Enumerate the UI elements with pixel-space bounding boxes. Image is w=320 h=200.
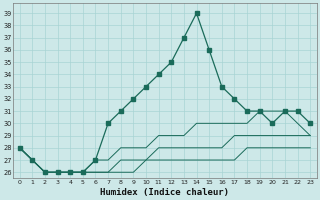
X-axis label: Humidex (Indice chaleur): Humidex (Indice chaleur) [100,188,229,197]
